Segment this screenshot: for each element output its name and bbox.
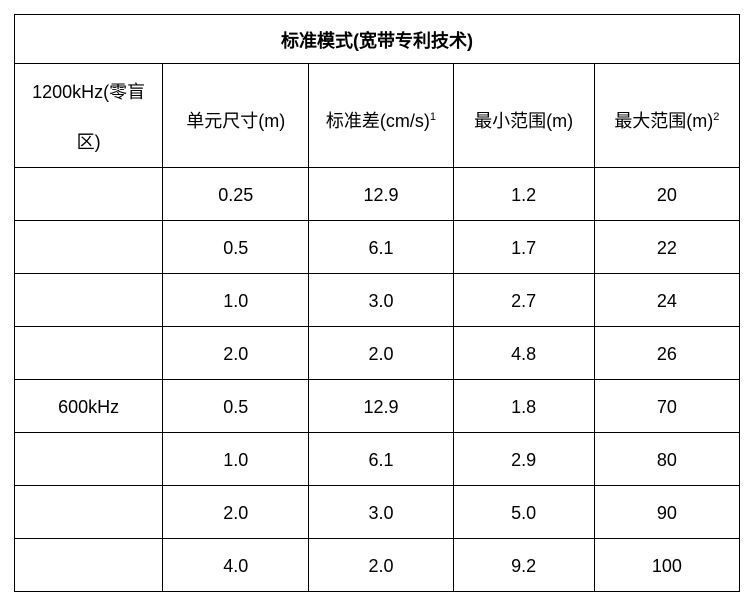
column-header-min-range: 最小范围(m) [452, 63, 595, 168]
table-row: 1.0 6.1 2.9 80 [13, 432, 741, 486]
frequency-cell [13, 273, 164, 327]
table-row: 1.0 3.0 2.7 24 [13, 273, 741, 327]
cell-size-cell: 0.5 [162, 379, 310, 433]
table-row: 4.0 2.0 9.2 100 [13, 538, 741, 592]
cell-size-cell: 1.0 [162, 432, 310, 486]
max-range-cell: 100 [593, 538, 741, 592]
table-row: 2.0 2.0 4.8 26 [13, 326, 741, 380]
std-dev-cell: 12.9 [308, 379, 454, 433]
std-dev-footnote-marker: 1 [429, 110, 437, 123]
min-range-cell: 5.0 [452, 485, 595, 539]
column-header-frequency: 1200kHz(零盲 区) [13, 63, 164, 168]
std-dev-cell: 6.1 [308, 432, 454, 486]
max-range-cell: 80 [593, 432, 741, 486]
max-range-cell: 70 [593, 379, 741, 433]
table-row: 0.25 12.9 1.2 20 [13, 167, 741, 221]
cell-size-cell: 2.0 [162, 326, 310, 380]
frequency-cell [13, 220, 164, 274]
min-range-cell: 1.8 [452, 379, 595, 433]
frequency-cell [13, 326, 164, 380]
table-title-row: 标准模式(宽带专利技术) [14, 14, 740, 64]
spec-table: 标准模式(宽带专利技术) 1200kHz(零盲 区) 单元尺寸(m) 标准差(c… [13, 14, 741, 592]
std-dev-cell: 3.0 [308, 485, 454, 539]
max-range-cell: 22 [593, 220, 741, 274]
table-header-row: 1200kHz(零盲 区) 单元尺寸(m) 标准差(cm/s)1 最小范围(m)… [13, 63, 741, 168]
std-dev-header-text: 标准差(cm/s) [325, 110, 430, 131]
frequency-cell [13, 538, 164, 592]
min-range-cell: 9.2 [452, 538, 595, 592]
table-row: 2.0 3.0 5.0 90 [13, 485, 741, 539]
max-range-footnote-marker: 2 [713, 110, 720, 123]
frequency-cell [13, 432, 164, 486]
std-dev-cell: 6.1 [308, 220, 454, 274]
table-row: 0.5 6.1 1.7 22 [13, 220, 741, 274]
max-range-cell: 20 [593, 167, 741, 221]
cell-size-cell: 1.0 [162, 273, 310, 327]
column-header-max-range: 最大范围(m)2 [593, 63, 741, 168]
min-range-cell: 2.9 [452, 432, 595, 486]
cell-size-cell: 0.5 [162, 220, 310, 274]
min-range-cell: 1.2 [452, 167, 595, 221]
cell-size-cell: 4.0 [162, 538, 310, 592]
std-dev-cell: 12.9 [308, 167, 454, 221]
max-range-cell: 90 [593, 485, 741, 539]
max-range-cell: 24 [593, 273, 741, 327]
min-range-cell: 1.7 [452, 220, 595, 274]
frequency-cell: 600kHz [13, 379, 164, 433]
column-header-std-dev: 标准差(cm/s)1 [308, 63, 454, 168]
min-range-cell: 2.7 [452, 273, 595, 327]
std-dev-cell: 2.0 [308, 326, 454, 380]
table-row: 600kHz 0.5 12.9 1.8 70 [13, 379, 741, 433]
frequency-cell [13, 485, 164, 539]
std-dev-cell: 2.0 [308, 538, 454, 592]
max-range-cell: 26 [593, 326, 741, 380]
std-dev-cell: 3.0 [308, 273, 454, 327]
frequency-header-line2: 区) [76, 132, 101, 152]
frequency-header-line1: 1200kHz(零盲 [32, 82, 146, 102]
max-range-header-text: 最大范围(m) [614, 110, 714, 131]
column-header-cell-size: 单元尺寸(m) [162, 63, 310, 168]
frequency-cell [13, 167, 164, 221]
min-range-cell: 4.8 [452, 326, 595, 380]
cell-size-cell: 0.25 [162, 167, 310, 221]
table-title: 标准模式(宽带专利技术) [14, 14, 740, 64]
cell-size-cell: 2.0 [162, 485, 310, 539]
